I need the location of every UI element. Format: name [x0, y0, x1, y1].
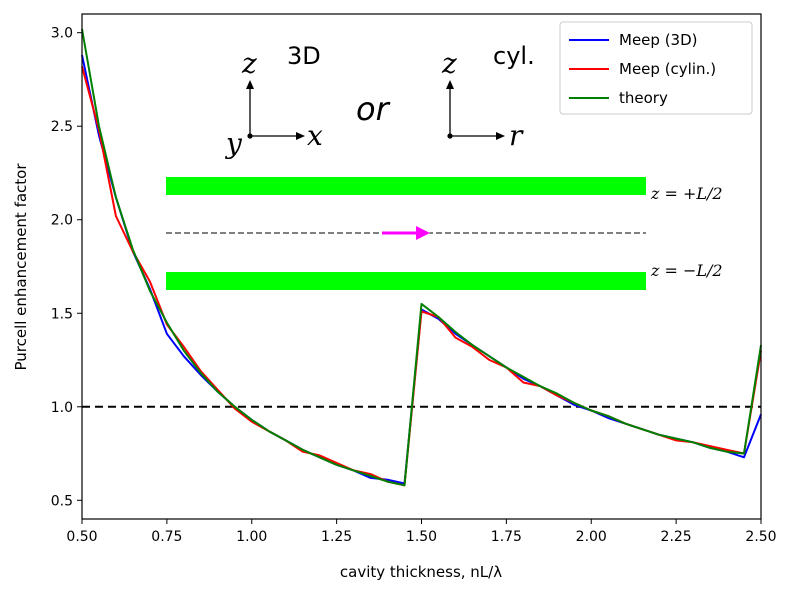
right-r-label: r — [509, 119, 524, 152]
y-tick-label: 1.0 — [51, 400, 73, 416]
plate-bottom-label: z = −L/2 — [650, 261, 723, 280]
left-axes-triad: z y x — [224, 47, 323, 160]
left-x-arrowhead — [296, 132, 305, 140]
series-lines — [81, 28, 762, 487]
legend-label-0: Meep (3D) — [619, 31, 698, 49]
y-tick-label: 0.5 — [51, 493, 73, 509]
x-tick-label: 1.50 — [406, 529, 437, 545]
x-tick-label: 2.50 — [745, 529, 776, 545]
axis-ticks: 0.50 0.75 1.00 1.25 1.50 1.75 2.00 2.25 2.50 0.5 1… — [51, 26, 777, 545]
left-z-arrowhead — [246, 80, 254, 89]
legend-label-2: theory — [619, 89, 668, 107]
y-tick-label: 2.0 — [51, 213, 73, 229]
left-z-label: z — [241, 47, 257, 80]
legend-label-1: Meep (cylin.) — [619, 60, 716, 78]
right-z-label: z — [441, 47, 457, 80]
x-tick-label: 1.25 — [321, 529, 352, 545]
series-line-2 — [81, 28, 762, 487]
right-z-arrowhead — [446, 80, 454, 89]
left-y-label: y — [224, 127, 243, 160]
x-tick-label: 2.25 — [661, 529, 692, 545]
plate-top-label: z = +L/2 — [650, 184, 723, 203]
inset-label-cyl: cyl. — [493, 42, 535, 70]
y-tick-label: 1.5 — [51, 306, 73, 322]
cavity-plate-bottom — [166, 272, 646, 290]
x-tick-label: 0.50 — [66, 529, 97, 545]
x-tick-label: 2.00 — [576, 529, 607, 545]
x-axis-title: cavity thickness, nL/λ — [340, 563, 502, 581]
x-tick-label: 0.75 — [151, 529, 182, 545]
y-tick-label: 2.5 — [51, 119, 73, 135]
right-r-arrowhead — [496, 132, 505, 140]
left-origin-dot — [247, 133, 253, 139]
right-axes-triad: z r — [441, 47, 524, 152]
inset-label-or: or — [356, 90, 391, 128]
inset-label-3d: 3D — [287, 42, 321, 70]
inset-schematic: 3D or cyl. z y x z r z = +L/2 z = −L — [166, 42, 723, 290]
legend: Meep (3D) Meep (cylin.) theory — [559, 21, 753, 115]
plot-frame — [81, 13, 762, 520]
legend-box — [559, 21, 753, 115]
y-tick-label: 3.0 — [51, 26, 73, 42]
x-tick-label: 1.00 — [236, 529, 267, 545]
cavity-plate-top — [166, 177, 646, 195]
dipole-source-arrowhead — [416, 226, 430, 240]
left-x-label: x — [307, 119, 323, 152]
x-tick-label: 1.75 — [491, 529, 522, 545]
y-axis-title: Purcell enhancement factor — [12, 163, 30, 371]
right-origin-dot — [447, 133, 453, 139]
